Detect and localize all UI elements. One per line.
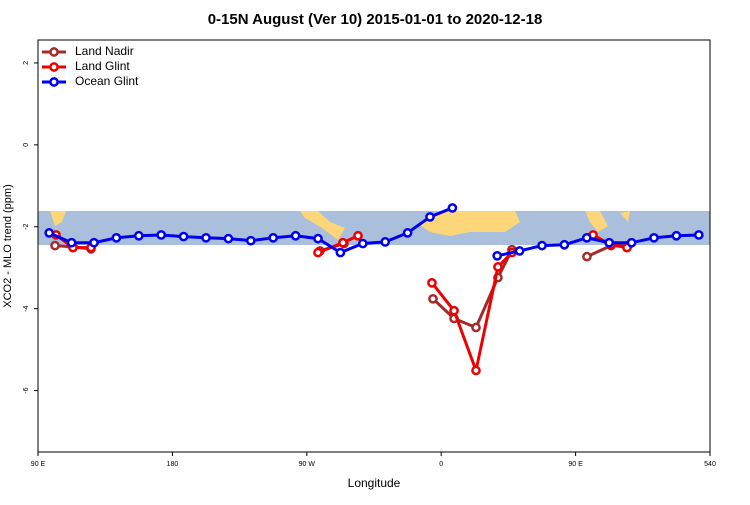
data-point bbox=[245, 235, 256, 246]
data-point bbox=[693, 230, 704, 240]
x-tick-label: 90 W bbox=[299, 461, 316, 468]
data-point bbox=[447, 203, 458, 213]
data-point bbox=[582, 251, 592, 262]
data-point bbox=[471, 322, 481, 333]
data-point bbox=[493, 262, 503, 272]
map-land bbox=[420, 211, 520, 236]
data-point bbox=[335, 247, 346, 258]
map-land bbox=[300, 211, 345, 240]
map-land bbox=[620, 211, 630, 222]
data-point bbox=[89, 237, 99, 248]
data-point bbox=[223, 233, 234, 244]
y-tick-label: -2 bbox=[23, 224, 30, 230]
data-point bbox=[449, 305, 459, 316]
x-tick-label: 90 E bbox=[31, 461, 46, 468]
map-land bbox=[50, 211, 66, 226]
x-tick-label: 540 bbox=[704, 461, 716, 468]
chart-title: 0-15N August (Ver 10) 2015-01-01 to 2020… bbox=[208, 11, 543, 28]
y-tick-label: 2 bbox=[23, 61, 30, 65]
legend-label: Ocean Glint bbox=[75, 74, 139, 88]
data-point bbox=[133, 230, 144, 241]
data-point bbox=[111, 232, 122, 243]
data-point bbox=[428, 293, 438, 304]
legend-label: Land Nadir bbox=[75, 44, 134, 58]
data-point bbox=[380, 237, 391, 247]
data-point bbox=[492, 250, 503, 261]
y-tick-label: -6 bbox=[23, 387, 30, 393]
legend-label: Land Glint bbox=[75, 59, 130, 73]
x-tick-label: 180 bbox=[167, 461, 179, 468]
data-point bbox=[604, 237, 615, 248]
data-point bbox=[649, 232, 659, 243]
data-point bbox=[514, 246, 525, 256]
data-point bbox=[427, 278, 437, 288]
data-point bbox=[66, 237, 77, 248]
data-point bbox=[559, 239, 570, 250]
legend-marker bbox=[49, 77, 59, 87]
y-tick-label: -4 bbox=[23, 305, 30, 311]
data-point bbox=[471, 365, 481, 376]
data-point bbox=[626, 237, 637, 248]
data-point bbox=[201, 232, 211, 243]
data-point bbox=[338, 237, 348, 248]
data-point bbox=[353, 230, 363, 241]
data-point bbox=[290, 230, 301, 241]
data-point bbox=[537, 240, 547, 251]
data-point bbox=[50, 240, 60, 251]
data-point bbox=[313, 233, 323, 244]
x-axis-label: Longitude bbox=[348, 476, 401, 490]
y-axis-label: XCO2 - MLO trend (ppm) bbox=[2, 184, 14, 307]
data-point bbox=[313, 247, 323, 258]
data-point bbox=[178, 231, 189, 242]
plot-frame bbox=[37, 39, 711, 453]
data-point bbox=[425, 212, 435, 222]
y-tick-label: 0 bbox=[23, 143, 30, 147]
x-tick-label: 90 E bbox=[568, 461, 583, 468]
data-point bbox=[402, 228, 413, 238]
data-point bbox=[268, 232, 279, 243]
data-point bbox=[581, 232, 592, 243]
data-point bbox=[357, 238, 368, 249]
data-point bbox=[44, 228, 55, 238]
legend-marker bbox=[49, 62, 59, 72]
data-point bbox=[156, 230, 167, 240]
map-land bbox=[585, 211, 608, 232]
x-tick-label: 0 bbox=[439, 461, 443, 468]
legend-marker bbox=[49, 47, 59, 57]
data-point bbox=[671, 230, 682, 241]
